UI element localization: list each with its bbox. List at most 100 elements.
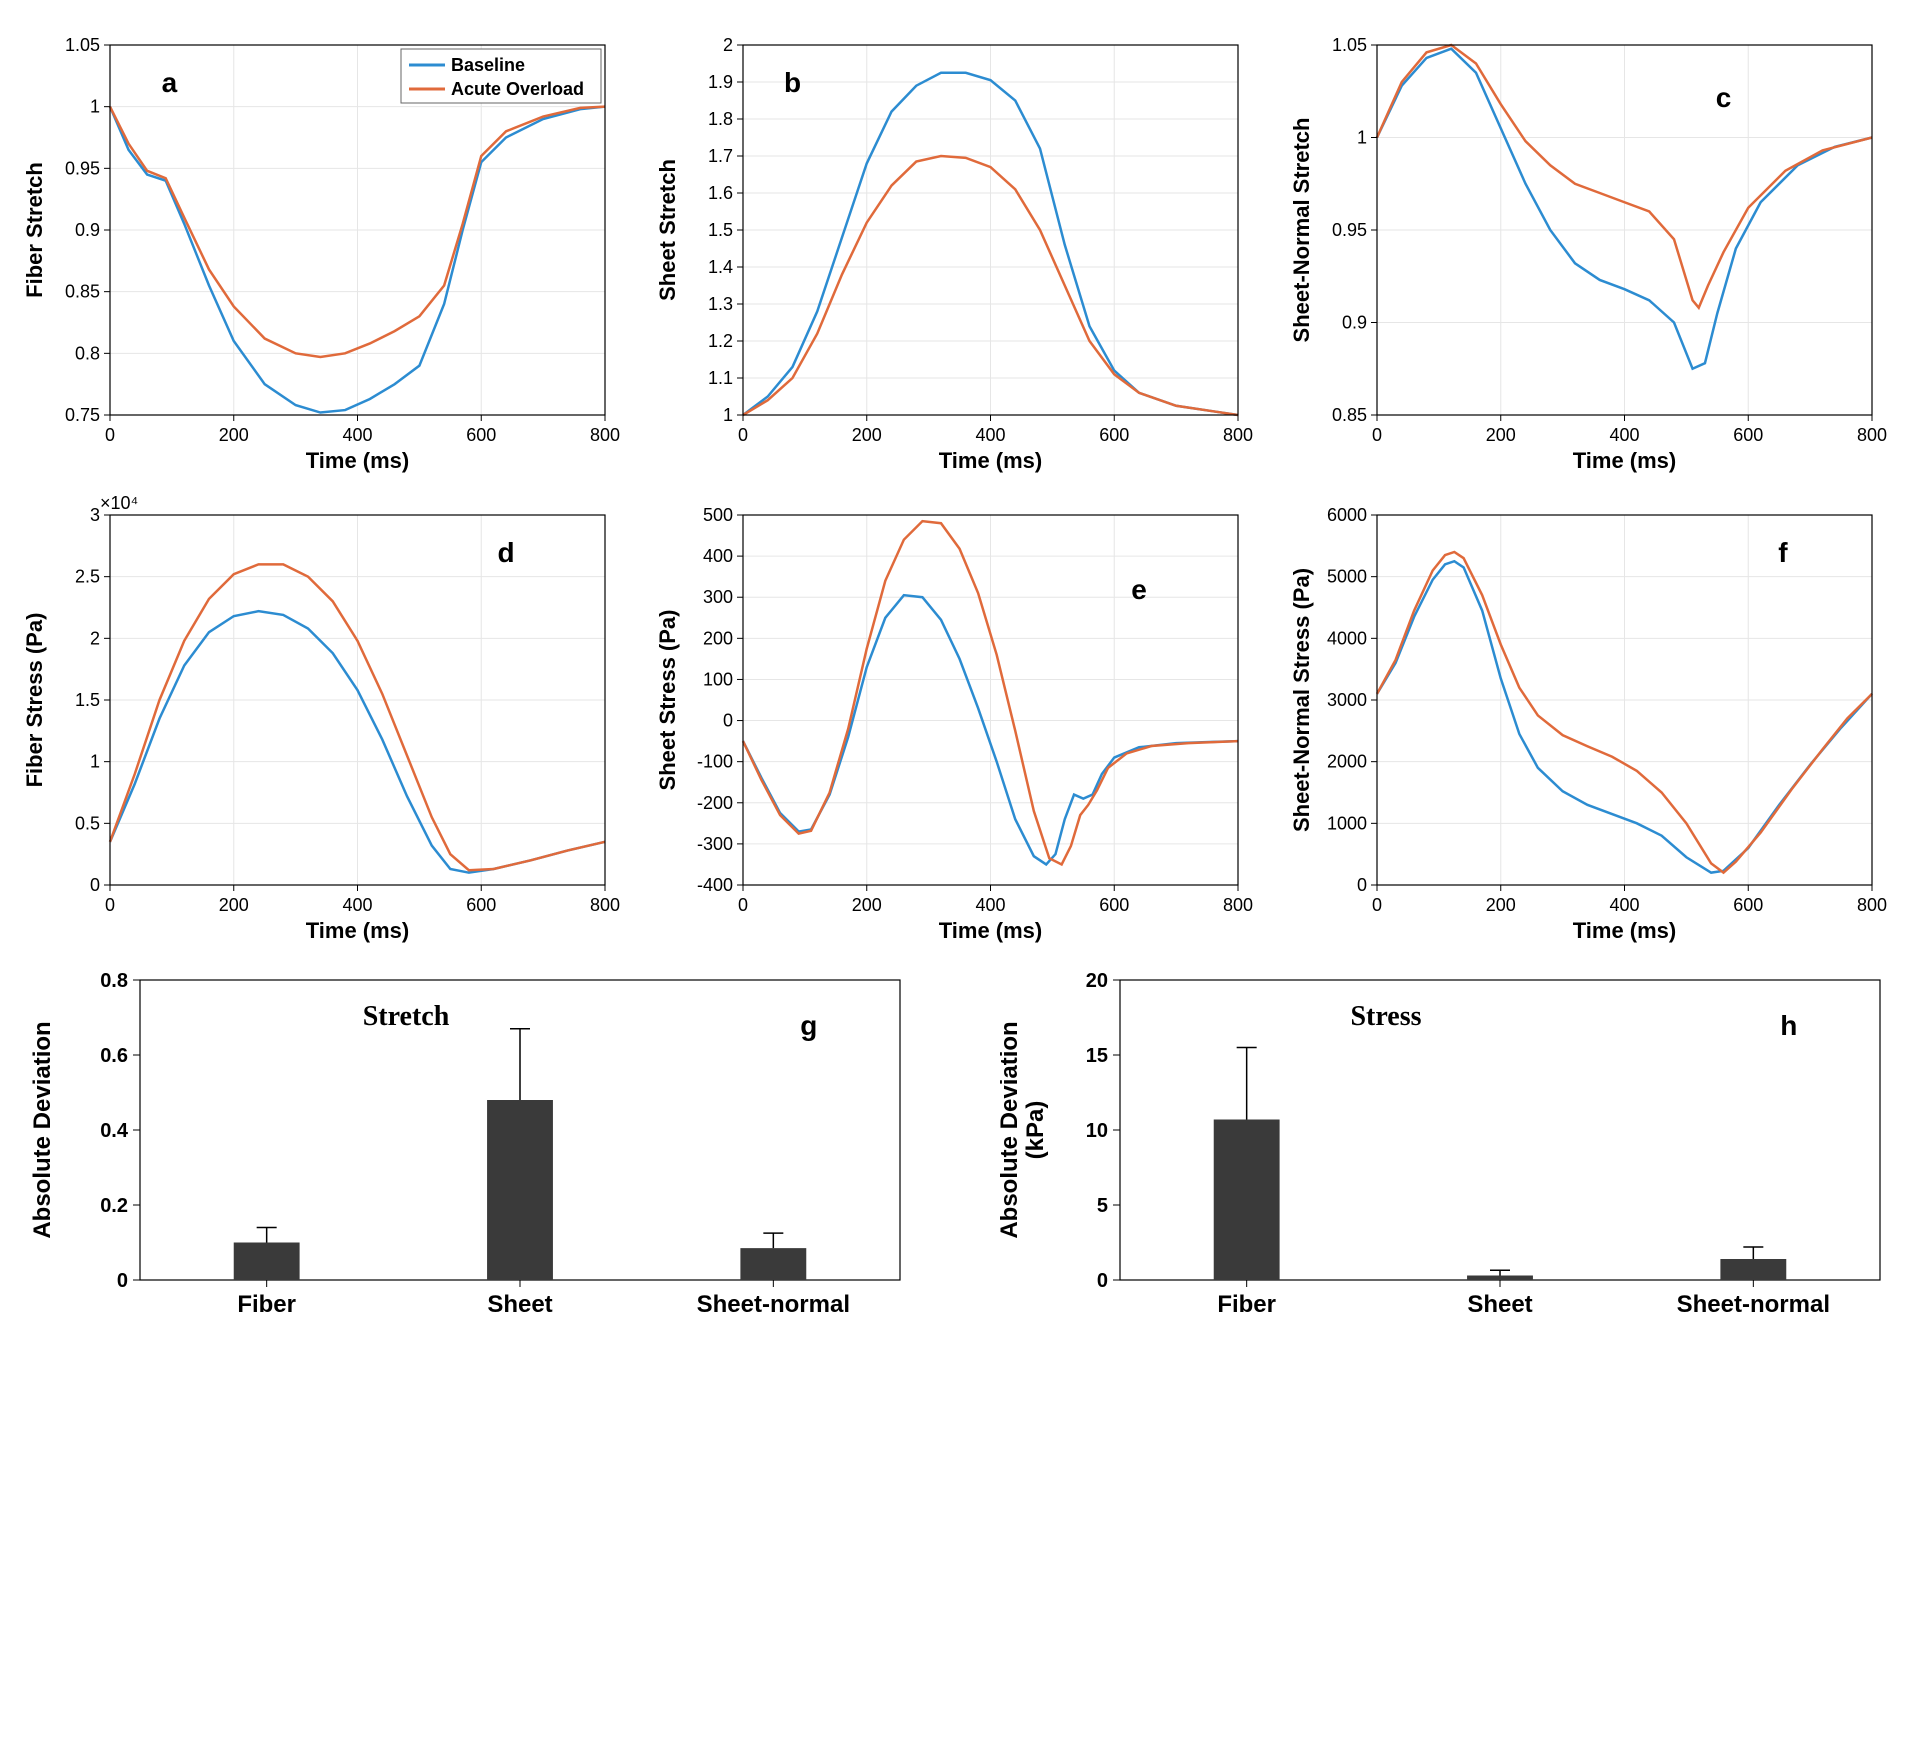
figure-grid: 02004006008000.750.80.850.90.9511.05Time… (20, 20, 1900, 1340)
ytick-label: 0.8 (75, 343, 100, 363)
xtick-label: 600 (1733, 425, 1763, 445)
chart-f: 02004006008000100020003000400050006000Ti… (1287, 490, 1887, 950)
ytick-label: 100 (703, 669, 733, 689)
xtick-label: 800 (590, 895, 620, 915)
ytick-label: 0.2 (100, 1195, 128, 1217)
panel-letter: c (1715, 82, 1731, 113)
ytick-label: 0 (723, 711, 733, 731)
xtick-label: 400 (1609, 895, 1639, 915)
ytick-label: 0.4 (100, 1120, 129, 1142)
ytick-label: 0.9 (1342, 313, 1367, 333)
ytick-label: 1.8 (708, 109, 733, 129)
xtick-label: 0 (738, 895, 748, 915)
panel-letter: e (1132, 574, 1148, 605)
xtick-label: 200 (852, 895, 882, 915)
y-axis-label: Sheet-Normal Stress (Pa) (1289, 568, 1314, 832)
category-label: Sheet (1467, 1291, 1532, 1318)
ytick-label: 1.2 (708, 331, 733, 351)
ytick-label: 300 (703, 587, 733, 607)
panel-c: 02004006008000.850.90.9511.05Time (ms)Sh… (1287, 20, 1900, 480)
bar-chart-h: 05101520FiberSheetSheet-normalAbsolute D… (1000, 960, 1900, 1340)
x-axis-label: Time (ms) (1572, 918, 1676, 943)
category-label: Sheet-normal (1677, 1291, 1830, 1318)
inside-title: Stretch (363, 1001, 450, 1032)
panel-f: 02004006008000100020003000400050006000Ti… (1287, 490, 1900, 950)
xtick-label: 800 (1857, 895, 1887, 915)
panel-letter: g (800, 1010, 817, 1041)
xtick-label: 800 (1223, 425, 1253, 445)
panel-g: 00.20.40.60.8FiberSheetSheet-normalAbsol… (20, 960, 920, 1340)
panel-letter: f (1778, 537, 1788, 568)
x-axis-label: Time (ms) (306, 918, 410, 943)
bar (1214, 1120, 1280, 1281)
ytick-label: 0.95 (65, 158, 100, 178)
xtick-label: 400 (976, 895, 1006, 915)
ytick-label: 1000 (1327, 813, 1367, 833)
category-label: Fiber (237, 1291, 296, 1318)
ytick-label: 1.05 (65, 35, 100, 55)
category-label: Sheet (487, 1291, 552, 1318)
x-axis-label: Time (ms) (306, 448, 410, 473)
panel-letter: a (162, 67, 178, 98)
ytick-label: 0.75 (65, 405, 100, 425)
ytick-label: -400 (697, 875, 733, 895)
chart-d: 020040060080000.511.522.53Time (ms)Fiber… (20, 490, 620, 950)
ytick-label: 5000 (1327, 567, 1367, 587)
y-exponent: ×10⁴ (100, 493, 138, 513)
bottom-row: 00.20.40.60.8FiberSheetSheet-normalAbsol… (20, 960, 1900, 1340)
xtick-label: 800 (1223, 895, 1253, 915)
xtick-label: 200 (1485, 895, 1515, 915)
xtick-label: 400 (1609, 425, 1639, 445)
y-axis-label: (kPa) (1022, 1101, 1049, 1160)
xtick-label: 600 (466, 895, 496, 915)
y-axis-label: Absolute Deviation (29, 1021, 56, 1238)
bar (234, 1243, 300, 1281)
ytick-label: -100 (697, 752, 733, 772)
y-axis-label: Sheet Stretch (655, 159, 680, 301)
ytick-label: 3 (90, 505, 100, 525)
y-axis-label: Absolute Deviation (1000, 1021, 1023, 1238)
ytick-label: 1.9 (708, 72, 733, 92)
bar (1467, 1276, 1533, 1281)
xtick-label: 600 (1100, 895, 1130, 915)
legend-label-overload: Acute Overload (451, 79, 584, 99)
xtick-label: 600 (1100, 425, 1130, 445)
ytick-label: 0.85 (65, 282, 100, 302)
bar (1720, 1259, 1786, 1280)
panel-letter: d (497, 537, 514, 568)
x-axis-label: Time (ms) (939, 918, 1043, 943)
ytick-label: 5 (1097, 1195, 1108, 1217)
ytick-label: 0 (90, 875, 100, 895)
ytick-label: 6000 (1327, 505, 1367, 525)
chart-a: 02004006008000.750.80.850.90.9511.05Time… (20, 20, 620, 480)
y-axis-label: Fiber Stress (Pa) (22, 613, 47, 788)
ytick-label: 2000 (1327, 752, 1367, 772)
xtick-label: 400 (342, 895, 372, 915)
xtick-label: 400 (976, 425, 1006, 445)
ytick-label: -300 (697, 834, 733, 854)
xtick-label: 200 (219, 425, 249, 445)
ytick-label: 1.5 (708, 220, 733, 240)
ytick-label: 3000 (1327, 690, 1367, 710)
panel-a: 02004006008000.750.80.850.90.9511.05Time… (20, 20, 633, 480)
x-axis-label: Time (ms) (1572, 448, 1676, 473)
panel-e: 0200400600800-400-300-200-10001002003004… (653, 490, 1266, 950)
ytick-label: 2 (90, 628, 100, 648)
chart-c: 02004006008000.850.90.9511.05Time (ms)Sh… (1287, 20, 1887, 480)
y-axis-label: Sheet-Normal Stretch (1289, 118, 1314, 343)
ytick-label: 500 (703, 505, 733, 525)
xtick-label: 0 (105, 425, 115, 445)
ytick-label: 1 (1357, 128, 1367, 148)
panel-d: 020040060080000.511.522.53Time (ms)Fiber… (20, 490, 633, 950)
xtick-label: 800 (1857, 425, 1887, 445)
panel-letter: h (1780, 1010, 1797, 1041)
y-axis-label: Sheet Stress (Pa) (655, 610, 680, 791)
panel-letter: b (784, 67, 801, 98)
ytick-label: 1 (90, 752, 100, 772)
ytick-label: 10 (1086, 1120, 1108, 1142)
ytick-label: 0 (117, 1270, 128, 1292)
y-axis-label: Fiber Stretch (22, 162, 47, 298)
ytick-label: 0.95 (1332, 220, 1367, 240)
ytick-label: 2.5 (75, 567, 100, 587)
chart-e: 0200400600800-400-300-200-10001002003004… (653, 490, 1253, 950)
